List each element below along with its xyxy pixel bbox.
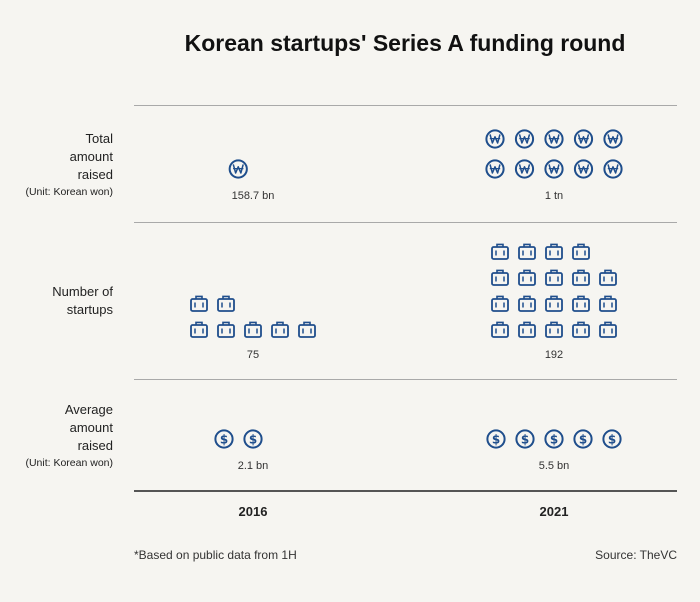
won-coin-mark-2021-1 (485, 159, 505, 179)
briefcase-mark-2016-1 (190, 321, 208, 338)
briefcase-mark-2021-6 (491, 295, 509, 312)
won-coin-mark-2016-2 (258, 159, 266, 179)
value-label-startups-2016: 75 (246, 349, 260, 361)
won-coin-mark-2021-9 (573, 129, 594, 149)
value-label-total-2016: 158.7 bn (231, 190, 275, 202)
footnote: *Based on public data from 1H (134, 548, 297, 562)
value-label-average-2016: 2.1 bn (237, 460, 269, 472)
dollar-coin-mark-2021-6 (486, 400, 496, 420)
chart-title: Korean startups' Series A funding round (184, 30, 626, 56)
dollar-coin-mark-2016-1 (214, 429, 234, 449)
briefcase-mark-2021-19 (572, 243, 590, 260)
won-coin-mark-2021-10 (603, 129, 623, 149)
won-coin-mark-2021-6 (485, 129, 505, 149)
row-label-average-line3: raised (77, 438, 113, 453)
row-divider-1 (134, 222, 677, 223)
row-label-total-line2: amount (69, 149, 113, 164)
won-coin-mark-2021-3 (544, 159, 564, 179)
baseline-rule (134, 490, 677, 492)
briefcase-mark-2021-9 (572, 295, 590, 312)
briefcase-mark-2021-17 (518, 243, 536, 260)
briefcase-mark-2021-20 (599, 243, 602, 260)
briefcase-mark-2021-14 (572, 269, 590, 286)
dollar-coin-mark-2021-5 (602, 429, 622, 449)
row-label-total-line1: Total (85, 131, 113, 146)
won-coin-mark-2021-2 (514, 159, 535, 179)
row-label-startups: Number of startups (52, 283, 113, 319)
briefcase-mark-2021-2 (518, 321, 536, 338)
briefcase-mark-2021-11 (491, 269, 509, 286)
x-tick-2016: 2016 (238, 504, 268, 519)
briefcase-mark-2016-8 (244, 295, 253, 312)
row-divider-2 (134, 379, 677, 380)
value-label-total-2021: 1 tn (544, 190, 564, 202)
briefcase-mark-2016-6 (190, 295, 208, 312)
briefcase-mark-2021-1 (491, 321, 509, 338)
row-label-average-line1: Average (64, 402, 113, 417)
x-tick-2021: 2021 (539, 504, 569, 519)
won-coin-mark-2021-7 (514, 129, 535, 149)
briefcase-mark-2021-3 (545, 321, 563, 338)
briefcase-mark-2021-5 (599, 321, 617, 338)
briefcase-mark-2021-15 (599, 269, 617, 286)
row-label-total-line3: raised (77, 167, 113, 182)
row-label-average: Average amount raised (Unit: Korean won) (25, 401, 113, 471)
won-coin-mark-2016-1 (228, 159, 248, 179)
row-label-total: Total amount raised (Unit: Korean won) (25, 130, 113, 200)
won-coin-mark-2021-8 (544, 129, 564, 149)
briefcase-mark-2021-4 (572, 321, 590, 338)
dollar-coin-mark-2021-2 (515, 429, 535, 449)
value-label-startups-2021: 192 (544, 349, 564, 361)
value-label-average-2021: 5.5 bn (538, 460, 570, 472)
dollar-coin-mark-2021-1 (486, 429, 506, 449)
row-label-total-unit: (Unit: Korean won) (25, 186, 113, 198)
dollar-coin-mark-2016-2 (243, 429, 263, 449)
dollar-coin-mark-2021-4 (573, 429, 593, 449)
briefcase-mark-2021-7 (518, 295, 536, 312)
briefcase-mark-2021-16 (491, 243, 509, 260)
row-label-average-unit: (Unit: Korean won) (25, 457, 113, 469)
briefcase-mark-2016-3 (244, 321, 262, 338)
briefcase-mark-2021-10 (599, 295, 617, 312)
briefcase-mark-2021-18 (545, 243, 563, 260)
briefcase-mark-2021-8 (545, 295, 563, 312)
top-rule (134, 105, 677, 106)
briefcase-mark-2016-5 (298, 321, 316, 338)
briefcase-mark-2021-13 (545, 269, 563, 286)
briefcase-mark-2016-4 (271, 321, 289, 338)
briefcase-mark-2021-12 (518, 269, 536, 286)
row-label-startups-line1: Number of (52, 284, 113, 299)
dollar-coin-mark-2016-3 (272, 429, 274, 449)
row-label-startups-line2: startups (66, 302, 113, 317)
briefcase-mark-2016-2 (217, 321, 235, 338)
won-coin-mark-2021-5 (603, 159, 623, 179)
source-note: Source: TheVC (595, 548, 677, 562)
row-label-average-line2: amount (69, 420, 113, 435)
briefcase-mark-2016-7 (217, 295, 235, 312)
dollar-coin-mark-2021-3 (544, 429, 564, 449)
won-coin-mark-2021-4 (573, 159, 594, 179)
